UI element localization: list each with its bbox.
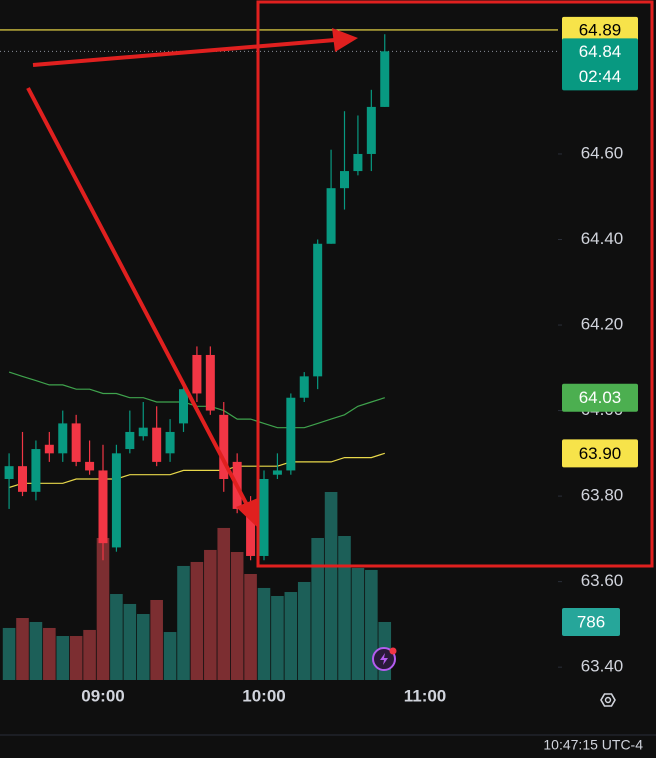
y-tick-label: 63.60 <box>581 571 624 590</box>
candle-body <box>179 389 188 424</box>
volume-bar <box>338 535 351 680</box>
highlight-box <box>256 0 654 568</box>
candle-body <box>138 427 148 437</box>
candle-body <box>85 461 95 471</box>
volume-bar <box>324 492 338 680</box>
candle-body <box>98 470 108 544</box>
volume-bar <box>110 594 123 680</box>
settings-hexagon <box>600 693 616 707</box>
candle-body <box>272 470 282 475</box>
candle-body <box>58 423 68 454</box>
x-tick-label: 10:00 <box>242 686 285 705</box>
candle-body <box>18 466 27 492</box>
candle-body <box>299 376 309 398</box>
lightning-bolt <box>380 653 388 665</box>
volume-bar <box>69 636 83 680</box>
volume-tag <box>562 607 620 636</box>
x-tick-label: 11:00 <box>404 686 447 705</box>
notification-dot <box>389 647 397 655</box>
candle-body <box>326 188 336 244</box>
price-tag <box>562 38 638 91</box>
volume-bar <box>230 552 244 680</box>
volume-bar <box>297 581 311 680</box>
volume-bar <box>311 537 324 680</box>
volume-bar <box>16 617 29 680</box>
volume-bar <box>177 565 190 680</box>
volume-bar <box>136 614 150 680</box>
alert-tag-label: 64.89 <box>579 20 622 39</box>
volume-bar <box>29 621 43 680</box>
candle-body <box>219 414 229 479</box>
ma-tag-label: 64.03 <box>579 388 622 407</box>
candle-body <box>205 354 215 411</box>
volume-bar <box>217 527 231 680</box>
candle-body <box>44 444 54 454</box>
volume-bar <box>150 599 163 680</box>
ma-tag-label: 63.90 <box>579 444 622 463</box>
volume-bar <box>244 574 257 680</box>
candle-body <box>286 397 296 471</box>
volume-bar <box>163 632 177 680</box>
candle-body <box>152 427 162 462</box>
y-tick-label: 64.60 <box>581 143 624 162</box>
candle-body <box>380 51 390 107</box>
candle-body <box>353 153 363 172</box>
clock: 10:47:15 UTC-4 <box>543 737 643 753</box>
volume-bar <box>284 592 298 680</box>
volume-tag-label: 786 <box>577 612 605 631</box>
ma-tag <box>562 383 638 412</box>
settings-dot <box>604 696 612 704</box>
volume-bar <box>83 629 96 680</box>
volume-bar <box>123 603 137 680</box>
plot-area <box>0 29 558 680</box>
volume-bar <box>43 627 56 680</box>
y-tick-label: 63.80 <box>581 486 624 505</box>
moving-average <box>8 452 385 489</box>
candle-body <box>165 431 175 454</box>
candle-body <box>31 449 41 492</box>
volume-bar <box>271 596 284 680</box>
annotations <box>26 0 654 568</box>
candle-body <box>71 423 81 462</box>
alert-tag <box>562 16 638 43</box>
countdown: 02:44 <box>579 67 622 86</box>
y-tick-label: 64.20 <box>581 315 624 334</box>
candle-body <box>313 243 323 377</box>
volume-bar <box>96 537 110 680</box>
candle-body <box>192 354 202 394</box>
volume-bar <box>2 627 16 680</box>
candle-body <box>366 106 376 154</box>
volume-bar <box>204 549 217 680</box>
arrow-line <box>32 38 336 67</box>
y-tick-label: 63.40 <box>581 657 624 676</box>
candle-body <box>259 478 269 556</box>
price-tag-label: 64.84 <box>579 42 622 61</box>
y-tick-label: 64.40 <box>581 229 624 248</box>
candle-body <box>246 504 256 556</box>
volume-bar <box>190 561 204 680</box>
x-tick-label: 09:00 <box>81 686 124 705</box>
volume-bar <box>351 567 365 680</box>
arrow-line <box>26 87 249 506</box>
lightning-icon[interactable] <box>372 647 397 671</box>
candle-body <box>4 466 14 479</box>
price-axis: 63.4063.6063.8064.0064.2064.4064.6064.89… <box>558 16 638 676</box>
arrow-head <box>332 28 358 52</box>
volume-bar <box>56 636 70 680</box>
ma-tag <box>562 439 638 468</box>
settings-icon[interactable] <box>600 693 616 707</box>
candle-body <box>111 453 121 548</box>
candle-body <box>125 431 135 450</box>
arrow-head <box>236 498 258 527</box>
volume-bar <box>257 587 271 680</box>
candle-body <box>340 171 349 189</box>
